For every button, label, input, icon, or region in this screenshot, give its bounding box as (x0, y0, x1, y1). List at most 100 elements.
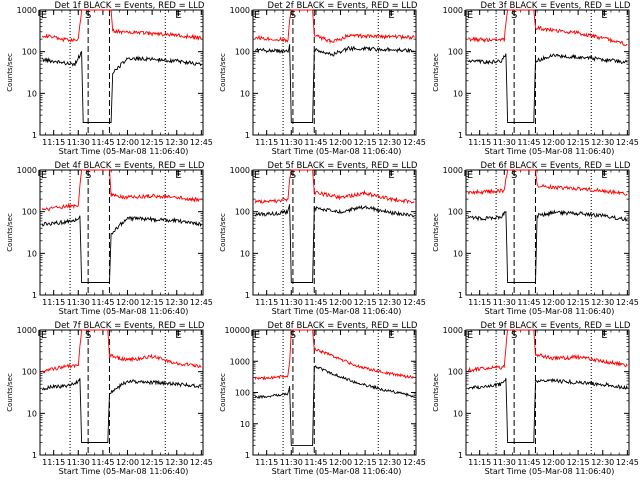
x-axis-label: Start Time (05-Mar-08 11:06:40) (272, 467, 402, 476)
x-tick-label: 11:45 (304, 298, 327, 307)
lld-series-line (467, 329, 628, 373)
x-axis-label: Start Time (05-Mar-08 11:06:40) (59, 307, 189, 316)
x-tick-label: 12:45 (190, 298, 213, 307)
plot-frame (39, 9, 204, 136)
chart-title: Det 5f BLACK = Events, RED = LLD (268, 161, 418, 171)
x-tick-label: 12:00 (542, 298, 565, 307)
marker-label: E (388, 170, 394, 181)
marker-label: E (254, 170, 260, 181)
x-tick-label: 11:30 (67, 458, 90, 467)
y-tick-label: 10 (453, 89, 463, 98)
plot-frame (465, 329, 630, 456)
events-series-line (254, 365, 415, 447)
x-tick-label: 12:45 (403, 298, 426, 307)
marker-label: S (511, 330, 517, 341)
chart-panel-9: Det 9f BLACK = Events, RED = LLD 1 10 100 10… (432, 321, 639, 476)
x-tick-label: 12:00 (329, 458, 352, 467)
y-tick-label: 10 (240, 420, 250, 429)
x-axis-label: Start Time (05-Mar-08 11:06:40) (59, 147, 189, 156)
chart-title: Det 3f BLACK = Events, RED = LLD (481, 1, 631, 11)
events-series-line (254, 44, 415, 123)
x-axis-label: Start Time (05-Mar-08 11:06:40) (272, 147, 402, 156)
y-tick-label: 1000 (17, 326, 37, 335)
x-tick-label: 11:30 (280, 298, 303, 307)
y-tick-label: 10 (453, 409, 463, 418)
chart-panel-8: Det 8f BLACK = Events, RED = LLD 1 10 100 10… (219, 321, 426, 476)
marker-label: S (290, 330, 296, 341)
x-tick-label: 11:15 (468, 298, 491, 307)
x-tick-label: 12:30 (378, 138, 401, 147)
y-tick-label: 1 (245, 451, 250, 460)
x-axis-label: Start Time (05-Mar-08 11:06:40) (485, 147, 615, 156)
plot-frame (252, 169, 417, 296)
y-tick-label: 100 (22, 48, 37, 57)
y-tick-label: 1 (32, 131, 37, 140)
lld-series-line (41, 329, 202, 374)
chart-title: Det 1f BLACK = Events, RED = LLD (55, 1, 205, 11)
marker-label: E (467, 170, 473, 181)
x-tick-label: 11:15 (255, 298, 278, 307)
y-tick-label: 100 (22, 368, 37, 377)
y-tick-label: 1000 (443, 6, 463, 15)
x-tick-label: 11:45 (304, 458, 327, 467)
y-axis-label: Counts/sec (219, 373, 227, 412)
events-series-line (467, 53, 628, 123)
plot-frame (39, 329, 204, 456)
y-axis-label: Counts/sec (6, 213, 14, 252)
y-tick-label: 1000 (17, 166, 37, 175)
chart-title: Det 7f BLACK = Events, RED = LLD (55, 321, 205, 331)
chart-title: Det 4f BLACK = Events, RED = LLD (55, 161, 205, 171)
events-series-line (41, 215, 202, 283)
x-tick-label: 12:30 (591, 458, 614, 467)
x-tick-label: 12:30 (378, 458, 401, 467)
y-tick-label: 1 (245, 131, 250, 140)
x-tick-label: 12:00 (542, 138, 565, 147)
x-tick-label: 12:15 (141, 298, 164, 307)
marker-label: E (467, 330, 473, 341)
y-axis-label: Counts/sec (219, 53, 227, 92)
y-tick-label: 1000 (443, 326, 463, 335)
lld-series-line (41, 169, 202, 212)
y-tick-label: 10 (27, 409, 37, 418)
y-tick-label: 1000 (17, 6, 37, 15)
marker-label: E (254, 10, 260, 21)
marker-label: S (290, 10, 296, 21)
y-tick-label: 10 (453, 249, 463, 258)
marker-label: E (467, 10, 473, 21)
x-tick-label: 12:15 (567, 298, 590, 307)
x-tick-label: 12:00 (329, 138, 352, 147)
marker-label: E (41, 10, 47, 21)
x-tick-label: 12:45 (190, 458, 213, 467)
y-tick-label: 1000 (230, 166, 250, 175)
marker-label: S (511, 10, 517, 21)
x-tick-label: 12:30 (165, 458, 188, 467)
marker-label: E (601, 330, 607, 341)
y-axis-label: Counts/sec (432, 373, 440, 412)
x-tick-label: 12:45 (616, 458, 639, 467)
y-axis-label: Counts/sec (432, 53, 440, 92)
y-tick-label: 1 (458, 451, 463, 460)
plot-frame (39, 169, 204, 296)
x-tick-label: 11:15 (255, 458, 278, 467)
x-tick-label: 12:15 (354, 138, 377, 147)
y-tick-label: 100 (22, 208, 37, 217)
events-series-line (254, 204, 415, 283)
x-tick-label: 12:15 (141, 138, 164, 147)
chart-panel-7: Det 7f BLACK = Events, RED = LLD 1 10 100 10… (6, 321, 213, 476)
y-tick-label: 10 (240, 249, 250, 258)
marker-label: S (511, 170, 517, 181)
x-tick-label: 12:30 (165, 298, 188, 307)
lld-series-line (254, 329, 415, 381)
x-tick-label: 11:30 (67, 138, 90, 147)
x-tick-label: 12:45 (616, 298, 639, 307)
marker-label: S (85, 170, 91, 181)
x-tick-label: 11:30 (67, 298, 90, 307)
y-tick-label: 10 (240, 89, 250, 98)
y-tick-label: 1000 (443, 166, 463, 175)
x-tick-label: 11:45 (517, 458, 540, 467)
lld-series-line (467, 169, 628, 196)
marker-label: E (175, 170, 181, 181)
plot-frame (252, 329, 417, 456)
chart-panel-2: Det 2f BLACK = Events, RED = LLD 1 10 100 10… (219, 1, 426, 156)
